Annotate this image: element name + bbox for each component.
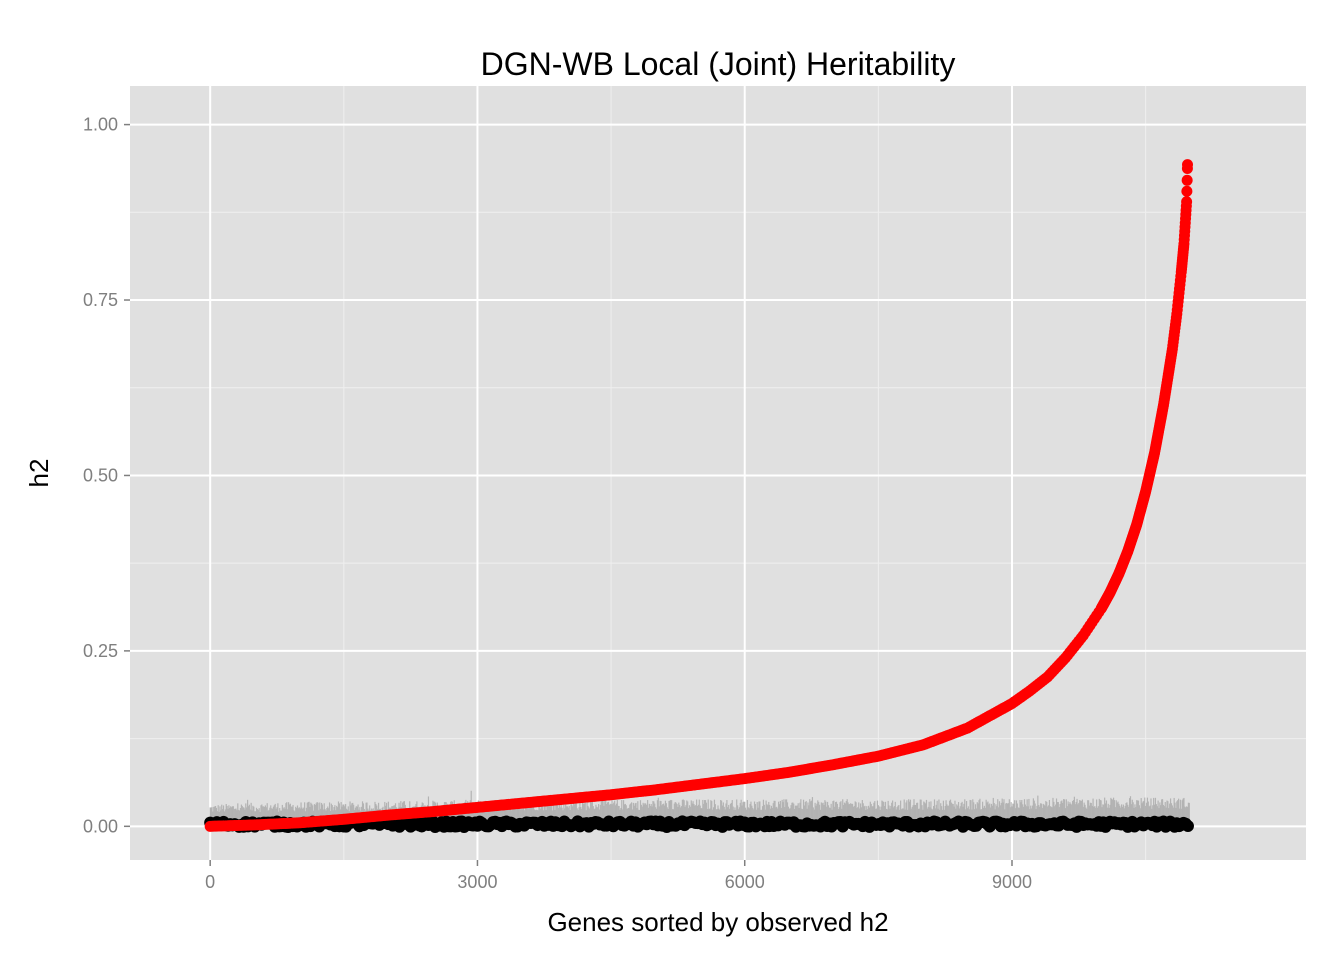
x-tick-label: 0 [205,872,215,892]
y-axis-title: h2 [24,459,54,488]
grid-layer [130,86,1306,860]
y-tick-label: 0.75 [83,290,118,310]
x-axis-title: Genes sorted by observed h2 [547,907,888,937]
y-tick-label: 1.00 [83,115,118,135]
axis-layer: 0.00 0.25 0.50 0.75 1.00 0 3000 6000 9000 [83,115,1032,892]
x-tick-label: 3000 [457,872,497,892]
red-point [1182,159,1194,171]
red-point [1181,196,1193,208]
black-point [1181,820,1194,833]
chart-title: DGN-WB Local (Joint) Heritability [481,46,956,82]
red-points-layer [204,159,1194,832]
red-point [1181,174,1193,186]
y-tick-label: 0.25 [83,641,118,661]
plot-panel [130,86,1306,860]
x-tick-label: 6000 [725,872,765,892]
y-tick-label: 0.00 [83,816,118,836]
x-tick-label: 9000 [992,872,1032,892]
y-tick-label: 0.50 [83,465,118,485]
red-point [1181,185,1193,197]
